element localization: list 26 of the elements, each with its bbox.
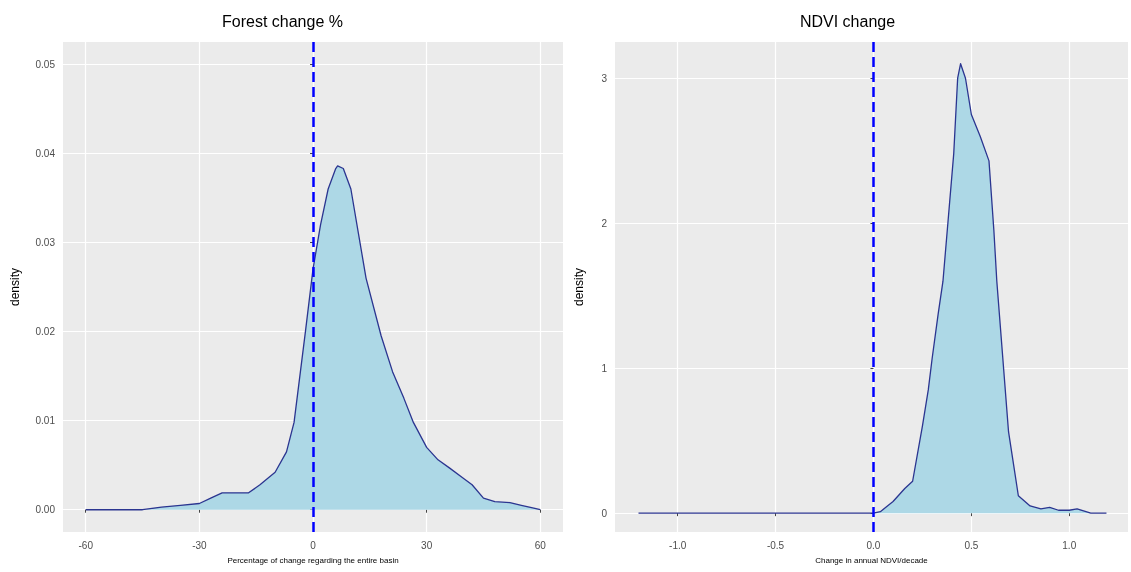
y-axis-title: density bbox=[572, 267, 586, 307]
x-tick-label: 1.0 bbox=[1062, 539, 1077, 551]
y-tick-label: 0.00 bbox=[35, 504, 56, 516]
x-tick-label: -60 bbox=[78, 539, 94, 551]
y-tick-label: 1 bbox=[601, 362, 608, 374]
x-tick-label: 0 bbox=[310, 539, 317, 551]
y-tick-label: 0.03 bbox=[35, 236, 56, 248]
y-tick-label: 3 bbox=[601, 72, 608, 84]
y-tick-label: 2 bbox=[601, 217, 608, 229]
y-tick-label: 0 bbox=[601, 507, 608, 519]
y-axis-title: density bbox=[8, 267, 22, 307]
y-tick-label: 0.01 bbox=[35, 415, 56, 427]
x-tick-label: 30 bbox=[421, 539, 433, 551]
x-tick-label: -1.0 bbox=[669, 539, 687, 551]
x-axis-title: Percentage of change regarding the entire basin bbox=[227, 555, 399, 565]
x-tick-label: -30 bbox=[192, 539, 208, 551]
y-tick-label: 0.04 bbox=[35, 147, 56, 159]
x-axis-title: Change in annual NDVI/decade bbox=[815, 555, 929, 565]
y-tick-label: 0.05 bbox=[35, 58, 56, 70]
chart-title: NDVI change bbox=[799, 12, 896, 30]
x-tick-label: 0.5 bbox=[964, 539, 979, 551]
x-tick-label: 0.0 bbox=[866, 539, 881, 551]
chart-title: Forest change % bbox=[222, 12, 343, 30]
x-tick-label: 60 bbox=[534, 539, 547, 551]
y-tick-label: 0.02 bbox=[35, 326, 56, 338]
x-tick-label: -0.5 bbox=[766, 539, 785, 551]
